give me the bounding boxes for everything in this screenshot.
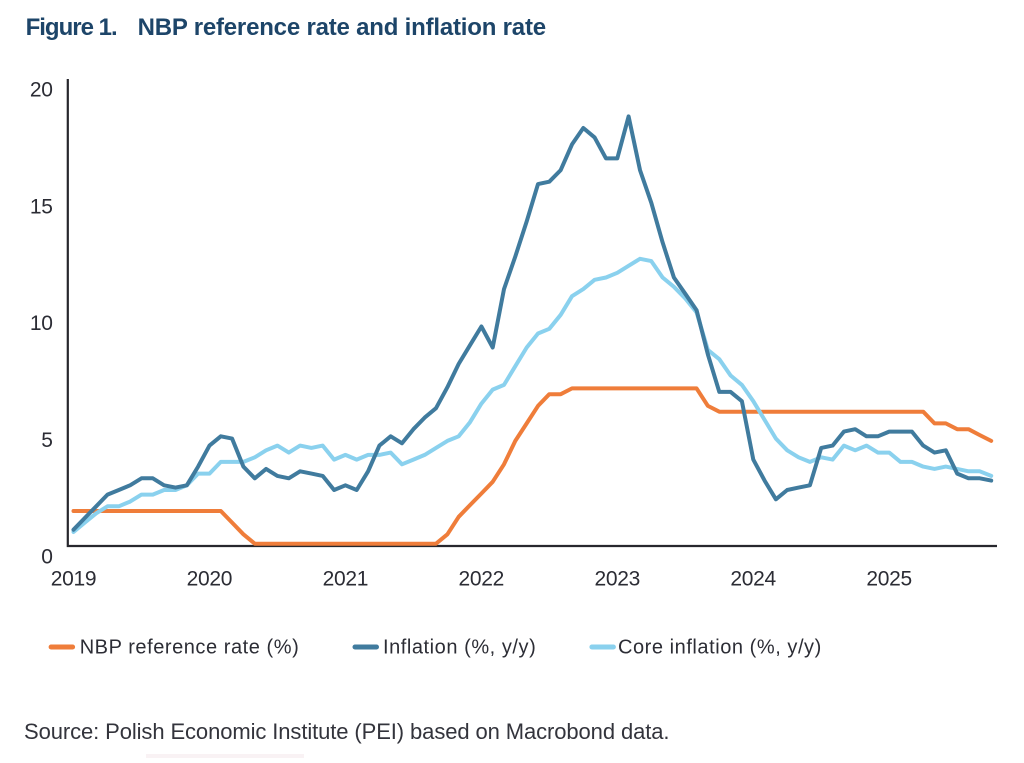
svg-text:10: 10 <box>30 312 53 335</box>
svg-text:Source: Polish Economic Instit: Source: Polish Economic Institute (PEI) … <box>24 719 669 744</box>
svg-text:Inflation (%, y/y): Inflation (%, y/y) <box>383 636 536 658</box>
svg-text:2022: 2022 <box>459 567 505 590</box>
svg-text:2021: 2021 <box>323 567 369 590</box>
svg-text:2024: 2024 <box>730 567 776 590</box>
svg-text:Figure 1.: Figure 1. <box>26 14 117 41</box>
svg-text:20: 20 <box>30 79 53 102</box>
svg-text:2020: 2020 <box>187 567 233 590</box>
svg-text:NBP reference rate (%): NBP reference rate (%) <box>80 636 300 658</box>
svg-text:0: 0 <box>41 546 52 569</box>
svg-text:Core inflation (%, y/y): Core inflation (%, y/y) <box>618 636 822 658</box>
svg-text:5: 5 <box>41 429 52 452</box>
svg-text:2025: 2025 <box>866 567 912 590</box>
svg-text:NBP reference rate and inflati: NBP reference rate and inflation rate <box>138 14 546 41</box>
svg-text:2023: 2023 <box>595 567 641 590</box>
svg-text:2019: 2019 <box>51 567 97 590</box>
svg-text:15: 15 <box>30 195 53 218</box>
